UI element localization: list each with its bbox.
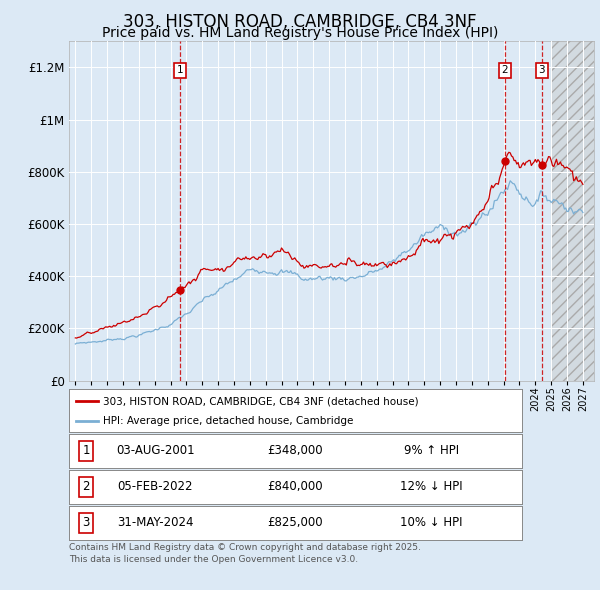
Text: £825,000: £825,000 [268,516,323,529]
Text: HPI: Average price, detached house, Cambridge: HPI: Average price, detached house, Camb… [103,416,353,426]
Text: 2: 2 [82,480,90,493]
Text: 9% ↑ HPI: 9% ↑ HPI [404,444,459,457]
Text: 2: 2 [502,65,508,75]
Text: Contains HM Land Registry data © Crown copyright and database right 2025.
This d: Contains HM Land Registry data © Crown c… [69,543,421,563]
Text: 12% ↓ HPI: 12% ↓ HPI [400,480,463,493]
Bar [551,41,596,381]
Text: 1: 1 [176,65,183,75]
Text: 31-MAY-2024: 31-MAY-2024 [117,516,193,529]
Text: £348,000: £348,000 [268,444,323,457]
Text: 03-AUG-2001: 03-AUG-2001 [116,444,194,457]
Text: 10% ↓ HPI: 10% ↓ HPI [400,516,463,529]
Text: £840,000: £840,000 [268,480,323,493]
Bar [551,41,596,381]
Text: 05-FEB-2022: 05-FEB-2022 [118,480,193,493]
Text: 303, HISTON ROAD, CAMBRIDGE, CB4 3NF: 303, HISTON ROAD, CAMBRIDGE, CB4 3NF [123,13,477,31]
Text: 1: 1 [82,444,90,457]
Text: 3: 3 [83,516,90,529]
Text: 303, HISTON ROAD, CAMBRIDGE, CB4 3NF (detached house): 303, HISTON ROAD, CAMBRIDGE, CB4 3NF (de… [103,396,419,407]
Text: Price paid vs. HM Land Registry's House Price Index (HPI): Price paid vs. HM Land Registry's House … [102,26,498,40]
Text: 3: 3 [539,65,545,75]
